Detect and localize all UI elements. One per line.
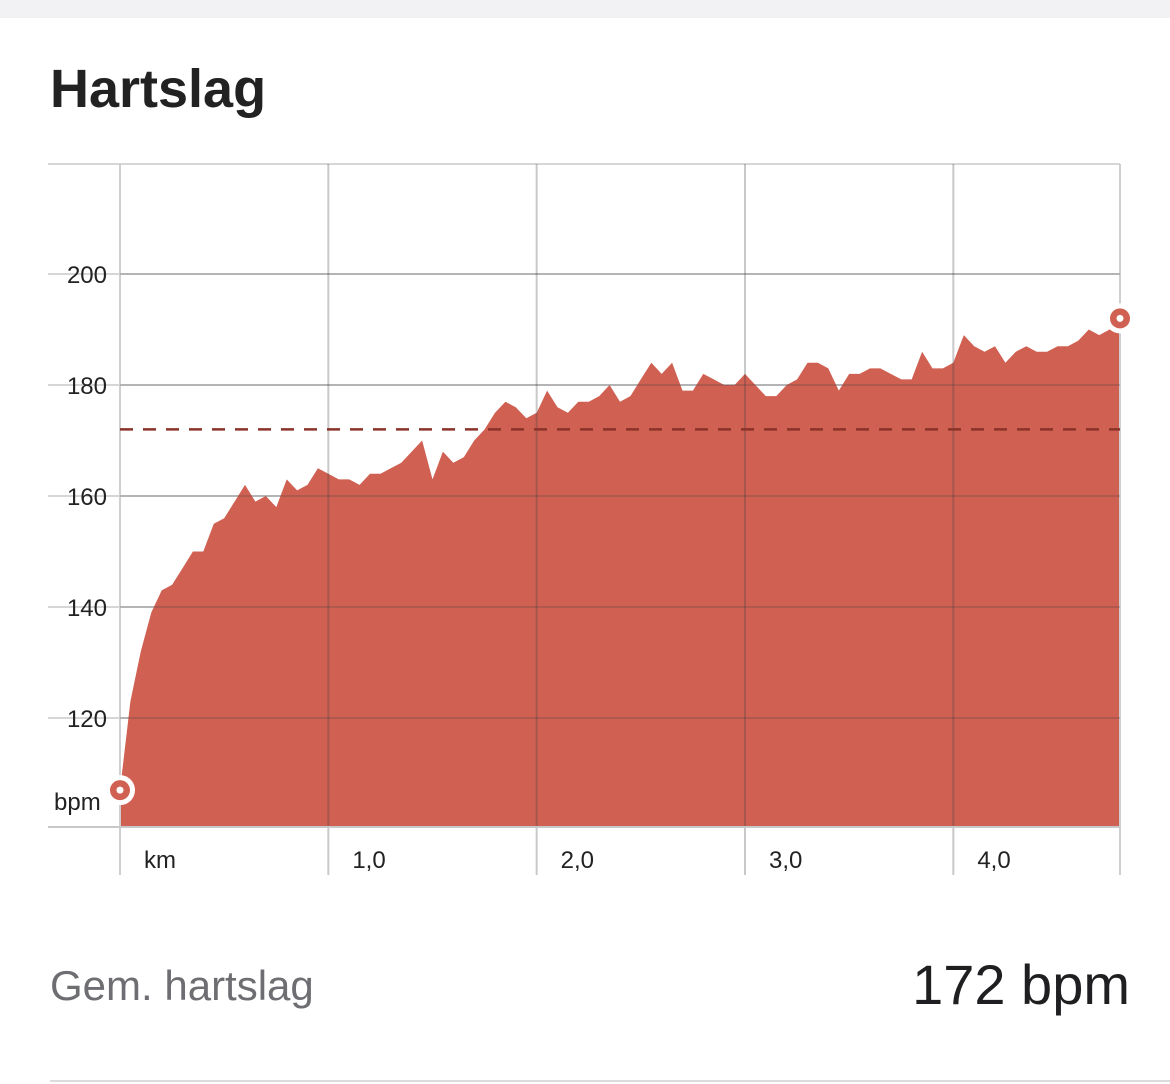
y-tick-label: 180 <box>67 373 107 400</box>
divider <box>50 1080 1170 1082</box>
heart-rate-area <box>120 318 1120 827</box>
y-unit-label: bpm <box>54 789 101 816</box>
y-tick-label: 200 <box>67 262 107 289</box>
average-heart-rate-value: 172 bpm <box>912 953 1130 1016</box>
x-tick-label: 4,0 <box>977 847 1010 874</box>
average-heart-rate-label: Gem. hartslag <box>50 962 314 1009</box>
y-tick-label: 160 <box>67 484 107 511</box>
x-tick-label: km <box>144 847 176 874</box>
end-marker-center <box>1116 314 1124 322</box>
y-tick-label: 140 <box>67 595 107 622</box>
card-title: Hartslag <box>50 59 267 119</box>
x-tick-label: 1,0 <box>352 847 385 874</box>
start-marker-center <box>116 786 124 794</box>
top-strip <box>0 0 1170 18</box>
heart-rate-chart: 120 140 160 180 200 bpm km 1,0 2,0 3,0 4,0 <box>48 163 1135 875</box>
x-tick-label: 2,0 <box>561 847 594 874</box>
y-tick-label: 120 <box>67 706 107 733</box>
x-tick-label: 3,0 <box>769 847 802 874</box>
